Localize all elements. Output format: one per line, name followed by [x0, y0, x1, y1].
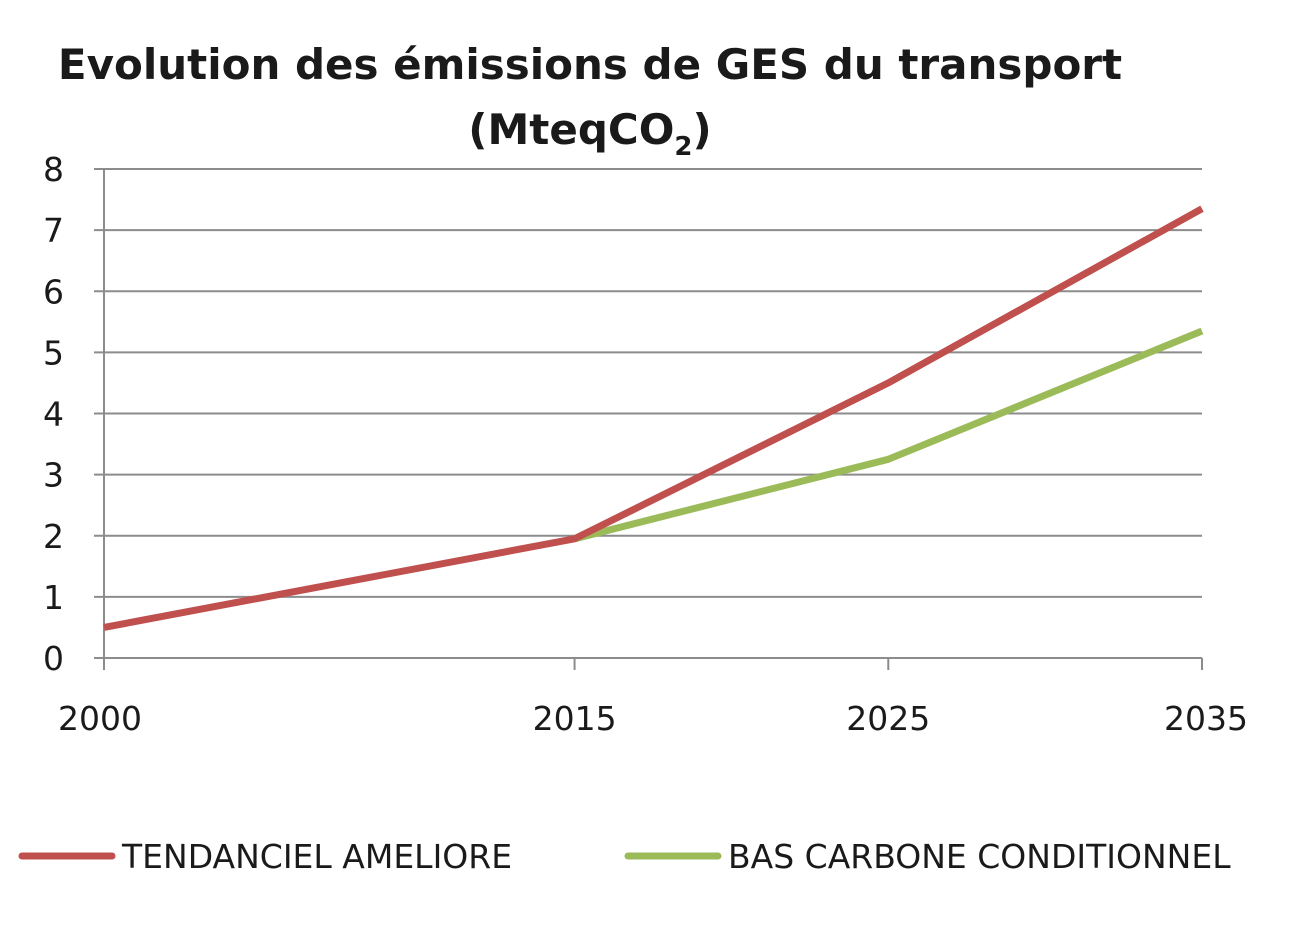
y-tick-label: 8: [43, 150, 64, 189]
chart-title-unit-prefix: (MteqCO: [468, 105, 674, 154]
y-tick-label: 4: [43, 395, 64, 434]
x-tick-label: 2025: [846, 699, 930, 738]
legend-label: BAS CARBONE CONDITIONNEL: [728, 837, 1231, 876]
series-lines: [103, 205, 1204, 631]
chart-title-unit: (MteqCO2): [468, 105, 711, 162]
x-tick-label: 2015: [533, 699, 617, 738]
chart-title-unit-suffix: ): [693, 105, 712, 154]
axes: [94, 168, 1203, 670]
y-tick-label: 0: [43, 639, 64, 678]
series-line-0: [103, 205, 1204, 631]
chart-title-unit-subscript: 2: [674, 132, 692, 162]
gridlines: [104, 168, 1202, 598]
legend-label: TENDANCIEL AMELIORE: [121, 837, 512, 876]
y-tick-label: 3: [43, 456, 64, 495]
x-tick-label: 2035: [1164, 699, 1248, 738]
y-tick-label: 6: [43, 272, 64, 311]
legend: TENDANCIEL AMELIORE BAS CARBONE CONDITION…: [18, 837, 1231, 876]
x-axis-tick-labels: 2000 2015 2025 2035: [58, 699, 1248, 738]
y-tick-label: 5: [43, 333, 64, 372]
y-tick-label: 2: [43, 517, 64, 556]
chart-title: Evolution des émissions de GES du transp…: [58, 40, 1122, 89]
legend-item-1: BAS CARBONE CONDITIONNEL: [624, 837, 1231, 876]
series-line-1: [573, 327, 1204, 543]
x-tick-label: 2000: [58, 699, 142, 738]
legend-item-0: TENDANCIEL AMELIORE: [18, 837, 512, 876]
y-tick-label: 1: [43, 578, 64, 617]
y-tick-label: 7: [43, 211, 64, 250]
y-axis-tick-labels: 0 1 2 3 4 5 6 7 8: [43, 150, 64, 678]
